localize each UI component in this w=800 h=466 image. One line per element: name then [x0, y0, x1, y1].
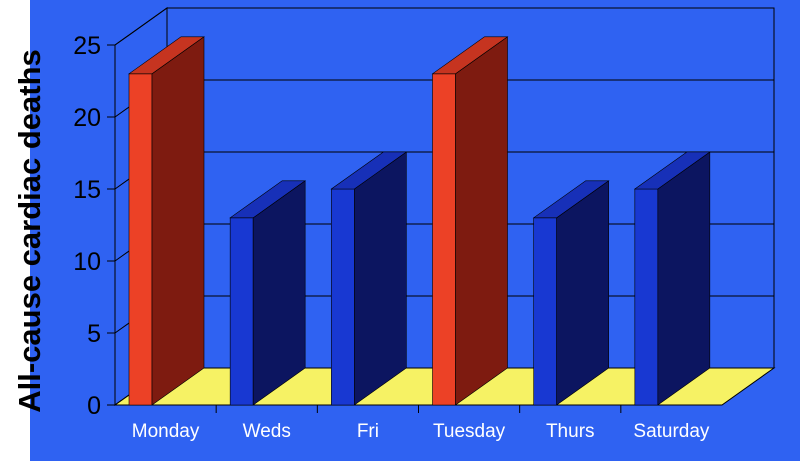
gridline [114, 7, 774, 46]
bar-thurs [532, 180, 610, 406]
bar-front [432, 73, 456, 406]
y-tick-label: 20 [73, 104, 101, 132]
bar-monday [128, 36, 205, 406]
y-tick-label: 0 [87, 392, 101, 420]
bar-side [354, 151, 407, 406]
bar-front [229, 217, 254, 406]
bar-side [657, 151, 711, 406]
bar-saturday [633, 151, 711, 406]
y-tick-label: 10 [73, 248, 101, 276]
bar-front [634, 188, 659, 406]
bar-side [252, 180, 306, 406]
bar-top [431, 36, 509, 75]
bar-side [556, 180, 609, 406]
bar-top [330, 151, 408, 190]
bar-tuesday [431, 36, 509, 406]
bar-top [128, 36, 205, 75]
x-tick-label: Thurs [546, 421, 595, 442]
bar-side [151, 36, 205, 406]
bar-top [532, 180, 610, 219]
y-tick-label: 25 [73, 32, 101, 60]
x-tick-label: Weds [243, 421, 291, 442]
x-tick-label: Tuesday [433, 421, 506, 442]
bar-side [455, 36, 508, 406]
y-tick-label: 5 [87, 320, 101, 348]
bar-top [633, 151, 711, 190]
x-tick-label: Fri [357, 421, 379, 442]
bar-front [533, 217, 557, 406]
bar-front [128, 73, 153, 406]
x-tick-label: Monday [132, 421, 200, 442]
bar-top [229, 180, 307, 219]
x-tick-label: Saturday [633, 421, 710, 442]
bar-weds [229, 180, 307, 406]
y-axis-label: All-cause cardiac deaths [12, 49, 47, 413]
y-tick-label: 15 [73, 176, 101, 204]
bar-fri [330, 151, 408, 406]
bar-front [331, 188, 355, 406]
